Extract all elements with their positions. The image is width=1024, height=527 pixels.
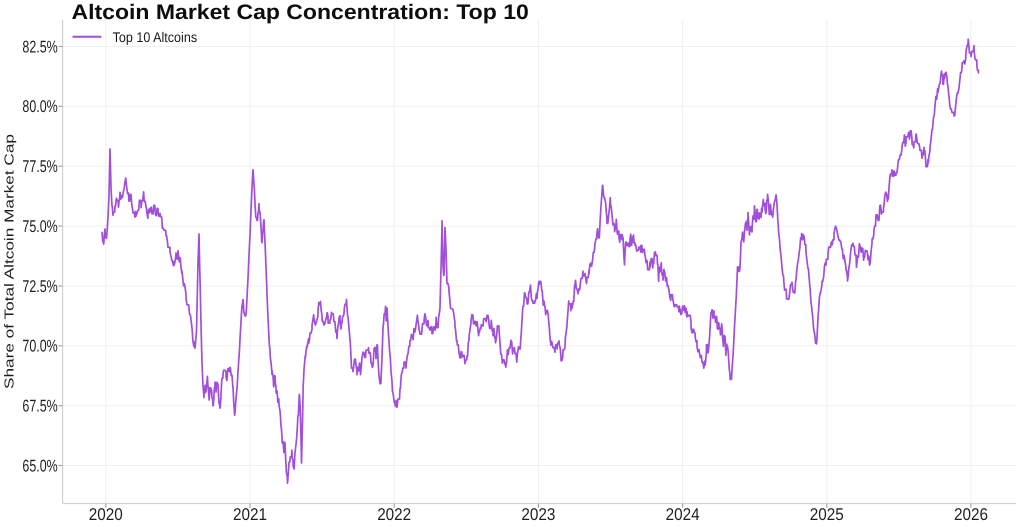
svg-text:2024: 2024 xyxy=(666,505,700,524)
svg-text:77.5%: 77.5% xyxy=(22,157,57,176)
svg-text:2023: 2023 xyxy=(521,505,555,524)
svg-text:2022: 2022 xyxy=(377,505,411,524)
svg-text:67.5%: 67.5% xyxy=(22,397,57,416)
svg-text:82.5%: 82.5% xyxy=(22,37,57,56)
svg-text:80.0%: 80.0% xyxy=(22,97,57,116)
svg-text:2025: 2025 xyxy=(810,505,844,524)
svg-text:2026: 2026 xyxy=(954,505,988,524)
svg-text:Altcoin Market Cap Concentrati: Altcoin Market Cap Concentration: Top 10 xyxy=(72,1,529,24)
svg-text:2021: 2021 xyxy=(233,505,267,524)
svg-text:Share of Total Altcoin Market: Share of Total Altcoin Market Cap xyxy=(2,134,17,389)
svg-text:72.5%: 72.5% xyxy=(22,277,57,296)
svg-text:2020: 2020 xyxy=(89,505,123,524)
svg-text:Top 10 Altcoins: Top 10 Altcoins xyxy=(113,29,198,45)
svg-text:65.0%: 65.0% xyxy=(22,456,57,475)
svg-text:75.0%: 75.0% xyxy=(22,217,57,236)
svg-text:70.0%: 70.0% xyxy=(22,337,57,356)
